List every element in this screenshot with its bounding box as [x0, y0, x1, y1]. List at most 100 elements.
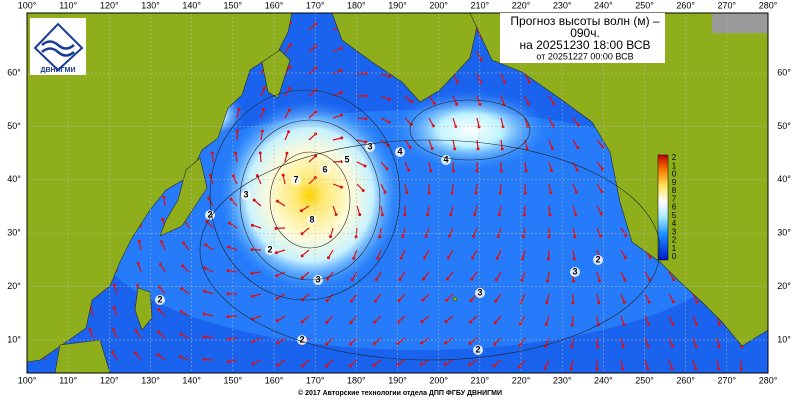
wave-arrow-head — [179, 333, 182, 336]
wave-arrow-head — [544, 367, 547, 370]
colorbar-label: 0 — [672, 252, 677, 261]
wave-arrow-head — [397, 299, 400, 302]
wave-arrow-head — [421, 320, 424, 323]
wave-arrow-head — [520, 279, 523, 282]
wave-arrow-head — [472, 235, 475, 238]
wave-arrow-head — [180, 287, 183, 290]
wave-arrow-head — [207, 197, 210, 200]
wave-arrow-head — [287, 130, 290, 133]
wave-arrow-head — [671, 367, 674, 370]
wave-arrow-head — [422, 278, 425, 281]
wave-arrow-head — [388, 98, 391, 101]
wave-arrow-head — [383, 191, 386, 194]
wave-arrow-head — [424, 235, 427, 238]
lat-label: 60° — [777, 67, 791, 77]
wave-arrow-head — [519, 322, 522, 325]
wave-arrow-head — [623, 301, 626, 304]
lat-label: 60° — [7, 67, 21, 77]
lon-label: 140° — [182, 0, 201, 10]
contour-label: 8 — [309, 214, 314, 224]
wave-arrow-head — [551, 147, 554, 150]
wave-arrow-head — [548, 235, 551, 238]
wave-arrow-head — [275, 274, 278, 277]
wave-arrow-head — [477, 147, 480, 150]
wave-arrow-head — [597, 301, 600, 304]
wave-arrow-head — [203, 312, 206, 315]
lon-label: 240° — [594, 375, 613, 385]
wave-arrow-head — [671, 345, 674, 348]
wave-arrow-head — [740, 367, 743, 370]
contour-label: 2 — [267, 244, 272, 254]
wave-arrow-head — [276, 342, 279, 345]
wave-arrow-head — [431, 147, 434, 150]
contour-label: 7 — [293, 174, 298, 184]
wave-arrow-head — [546, 279, 549, 282]
wave-arrow-head — [501, 147, 504, 150]
wave-arrow-head — [695, 301, 698, 304]
wave-arrow-head — [480, 58, 483, 61]
wave-arrow-head — [573, 257, 576, 260]
wave-arrow-head — [446, 278, 449, 281]
wave-arrow-head — [251, 248, 254, 251]
lon-label: 180° — [347, 375, 366, 385]
wave-arrow-head — [364, 72, 367, 75]
lon-label: 130° — [141, 375, 160, 385]
wave-arrow-head — [262, 108, 265, 111]
contour-label: 2 — [475, 344, 480, 354]
wave-arrow-head — [717, 367, 720, 370]
wave-arrow-head — [496, 257, 499, 260]
lon-label: 170° — [306, 0, 325, 10]
wave-arrow-head — [571, 301, 574, 304]
wave-arrow-head — [203, 266, 206, 269]
wave-arrow-head — [473, 213, 476, 216]
wave-arrow-head — [159, 263, 162, 266]
wave-arrow-head — [548, 213, 551, 216]
wave-arrow-head — [500, 169, 503, 172]
wave-arrow-head — [253, 199, 256, 202]
wave-arrow-head — [282, 174, 285, 177]
lon-label: 250° — [635, 375, 654, 385]
wave-arrow-head — [547, 257, 550, 260]
wave-arrow-head — [259, 152, 262, 155]
wave-arrow-head — [527, 103, 530, 106]
lon-label: 190° — [388, 0, 407, 10]
wave-arrow-head — [405, 191, 408, 194]
lon-label: 130° — [141, 0, 160, 10]
contour-label: 2 — [595, 254, 600, 264]
wave-arrow-head — [518, 365, 521, 368]
wave-arrow-head — [420, 342, 423, 345]
wave-arrow-head — [112, 328, 115, 331]
wave-arrow-head — [89, 328, 92, 331]
lon-label: 210° — [471, 375, 490, 385]
wave-arrow-head — [236, 130, 239, 133]
wave-arrow-head — [289, 43, 292, 46]
wave-arrow-head — [575, 191, 578, 194]
wave-arrow-head — [621, 367, 624, 370]
lon-label: 280° — [759, 375, 778, 385]
wave-arrow-head — [552, 125, 555, 128]
wave-arrow-head — [352, 257, 355, 260]
wave-arrow-head — [251, 340, 254, 343]
wave-arrow-head — [263, 86, 266, 89]
wave-arrow-head — [599, 235, 602, 238]
wave-arrow-head — [327, 256, 330, 259]
wave-arrow-head — [400, 257, 403, 260]
wave-arrow-head — [455, 103, 458, 106]
lon-label: 220° — [512, 0, 531, 10]
wave-arrow-head — [211, 152, 214, 155]
wave-arrow-head — [301, 232, 304, 235]
swell — [390, 90, 550, 170]
wave-arrow-head — [340, 91, 343, 94]
lon-label: 230° — [553, 375, 572, 385]
wave-arrow-head — [276, 297, 279, 300]
wave-arrow-head — [182, 241, 185, 244]
wave-arrow-head — [203, 358, 206, 361]
lat-label: 10° — [777, 334, 791, 344]
wave-arrow-head — [598, 279, 601, 282]
lat-label: 50° — [7, 121, 21, 131]
wave-arrow-head — [276, 319, 279, 322]
wave-arrow-head — [158, 285, 161, 288]
wave-arrow-head — [326, 278, 329, 281]
wave-arrow-head — [398, 278, 401, 281]
wave-arrow-head — [444, 363, 447, 366]
